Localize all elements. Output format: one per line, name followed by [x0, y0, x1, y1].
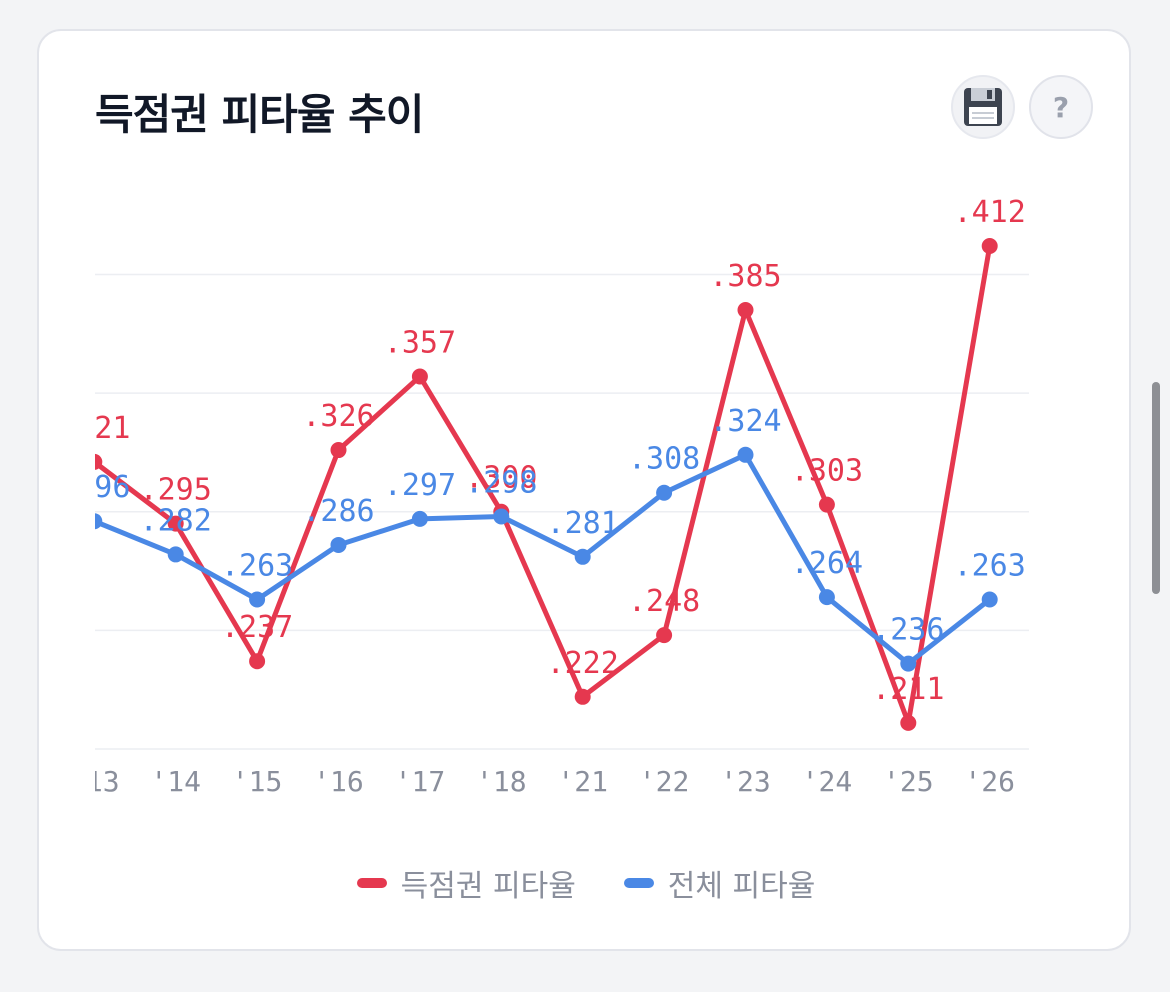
chart-card: 득점권 피타율 추이 ? .321 .295 .237 .326 .357 .300 .22… [37, 29, 1131, 951]
data-label-risp: .300 [465, 461, 537, 496]
x-tick-label: '17 [395, 765, 446, 798]
series-overall: .296 .282 .263 .286 .297 .298 .281 .308 .324 .264… [58, 404, 1026, 672]
data-point-overall [249, 591, 266, 608]
data-point-risp [167, 515, 184, 532]
x-axis: '13 '14 '15 '16 '17 '18 '21 '22 '23 '24 '25 '26 [69, 765, 1015, 798]
data-point-risp [656, 627, 673, 644]
data-label-overall: .308 [628, 442, 700, 477]
legend-item-risp[interactable]: 득점권 피타율 [356, 861, 576, 905]
data-point-overall [167, 546, 184, 563]
data-label-overall: .236 [872, 613, 944, 648]
data-point-risp [330, 442, 347, 459]
data-label-risp: .326 [302, 399, 374, 434]
legend-swatch-risp [356, 878, 387, 888]
data-point-overall [330, 536, 347, 553]
x-tick-label: '15 [232, 765, 283, 798]
data-point-risp [249, 653, 266, 670]
x-tick-label: '24 [802, 765, 853, 798]
series-risp: .321 .295 .237 .326 .357 .300 .222 .248 .385 .303… [58, 195, 1026, 731]
data-point-overall [737, 446, 754, 463]
x-tick-label: '21 [557, 765, 608, 798]
page-title: 득점권 피타율 추이 [95, 90, 424, 139]
scrollbar-thumb[interactable] [1152, 382, 1160, 594]
x-tick-label: '14 [150, 765, 201, 798]
x-tick-label: '26 [964, 765, 1015, 798]
data-label-overall: .298 [465, 465, 537, 500]
data-point-overall [411, 510, 428, 527]
data-point-risp [981, 237, 998, 254]
legend-swatch-overall [623, 878, 654, 888]
data-point-overall [574, 548, 591, 565]
data-label-overall: .324 [709, 404, 781, 439]
data-label-risp: .385 [709, 259, 781, 294]
data-point-overall [981, 591, 998, 608]
data-point-risp [818, 496, 835, 513]
data-label-overall: .264 [791, 546, 863, 581]
plot-area: .321 .295 .237 .326 .357 .300 .222 .248 .385 .303… [58, 195, 1029, 750]
floppy-disk-icon [964, 88, 1002, 126]
data-label-risp: .237 [221, 610, 293, 645]
data-point-risp [411, 368, 428, 385]
legend-label-overall: 전체 피타율 [667, 869, 816, 904]
data-point-risp [900, 714, 917, 731]
help-icon: ? [1052, 90, 1070, 124]
data-label-risp: .412 [954, 195, 1026, 230]
data-label-overall: .286 [302, 494, 374, 529]
data-point-risp [737, 302, 754, 319]
series-line-overall [95, 452, 992, 667]
data-label-overall: .263 [954, 549, 1026, 584]
chart-legend: 득점권 피타율 전체 피타율 [39, 861, 1133, 905]
save-button[interactable] [951, 75, 1015, 139]
data-label-overall: .281 [547, 506, 619, 541]
x-tick-label: '16 [313, 765, 364, 798]
data-point-overall [95, 513, 103, 530]
data-point-overall [656, 484, 673, 501]
data-label-overall: .297 [384, 468, 456, 503]
x-tick-label: '22 [639, 765, 690, 798]
data-point-risp [574, 688, 591, 705]
data-point-overall [900, 655, 917, 672]
x-tick-label: '23 [720, 765, 771, 798]
data-label-risp: .357 [384, 325, 456, 360]
data-label-risp: .248 [628, 584, 700, 619]
series-line-risp [95, 245, 993, 726]
data-label-risp: .303 [791, 454, 863, 489]
data-label-risp: .295 [140, 473, 212, 508]
x-tick-label: '13 [69, 765, 120, 798]
data-label-overall: .296 [58, 470, 130, 505]
legend-item-overall[interactable]: 전체 피타율 [623, 861, 816, 905]
data-label-risp: .321 [58, 411, 130, 446]
data-point-overall [818, 589, 835, 606]
data-label-overall: .282 [140, 503, 212, 538]
help-button[interactable]: ? [1029, 75, 1093, 139]
line-chart: .321 .295 .237 .326 .357 .300 .222 .248 .385 .303… [58, 195, 1029, 798]
legend-label-risp: 득점권 피타율 [400, 869, 576, 904]
x-tick-label: '25 [883, 765, 934, 798]
data-point-risp [95, 453, 103, 470]
data-point-overall [493, 508, 510, 525]
data-label-risp: .211 [872, 672, 944, 707]
data-label-risp: .222 [547, 646, 619, 681]
data-label-overall: .263 [221, 549, 293, 584]
x-tick-label: '18 [476, 765, 527, 798]
